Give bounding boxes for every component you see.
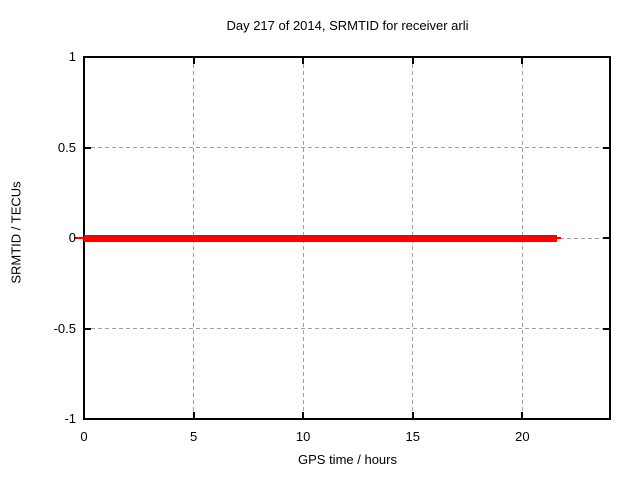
y-gridline (84, 147, 610, 148)
y-tick-label: -0.5 (53, 320, 76, 336)
x-tick-top (411, 57, 414, 64)
x-tick-bottom (83, 412, 85, 419)
x-tick-top (302, 57, 305, 64)
x-tick-top (521, 57, 524, 64)
chart-title: Day 217 of 2014, SRMTID for receiver arl… (226, 18, 469, 33)
x-tick-bottom (411, 412, 414, 419)
y-tick-right (603, 146, 610, 149)
x-tick-label: 15 (405, 429, 420, 444)
x-tick-label: 5 (189, 429, 198, 444)
y-tick-left (84, 146, 91, 149)
y-tick-label: -1 (64, 411, 76, 426)
x-tick-label: 20 (515, 429, 530, 444)
x-tick-bottom (192, 412, 195, 419)
series-line-right-cap (557, 237, 562, 239)
y-tick-left (84, 327, 91, 330)
plot-area (74, 57, 610, 419)
x-tick-top (83, 57, 85, 64)
x-axis-label: GPS time / hours (298, 452, 397, 467)
y-tick-label: 0.5 (57, 139, 76, 155)
y-tick-label: 1 (68, 49, 76, 64)
y-tick-right (603, 327, 610, 330)
y-gridline (84, 328, 610, 329)
series-line-left-cap (74, 237, 84, 239)
y-tick-right (603, 237, 610, 239)
x-tick-top (192, 57, 195, 64)
x-tick-label: 0 (80, 429, 88, 444)
x-tick-bottom (302, 412, 305, 419)
series-line-srmtid (84, 234, 558, 242)
x-tick-bottom (521, 412, 524, 419)
y-tick-label: 0 (68, 230, 76, 245)
x-tick-label: 10 (295, 429, 311, 444)
